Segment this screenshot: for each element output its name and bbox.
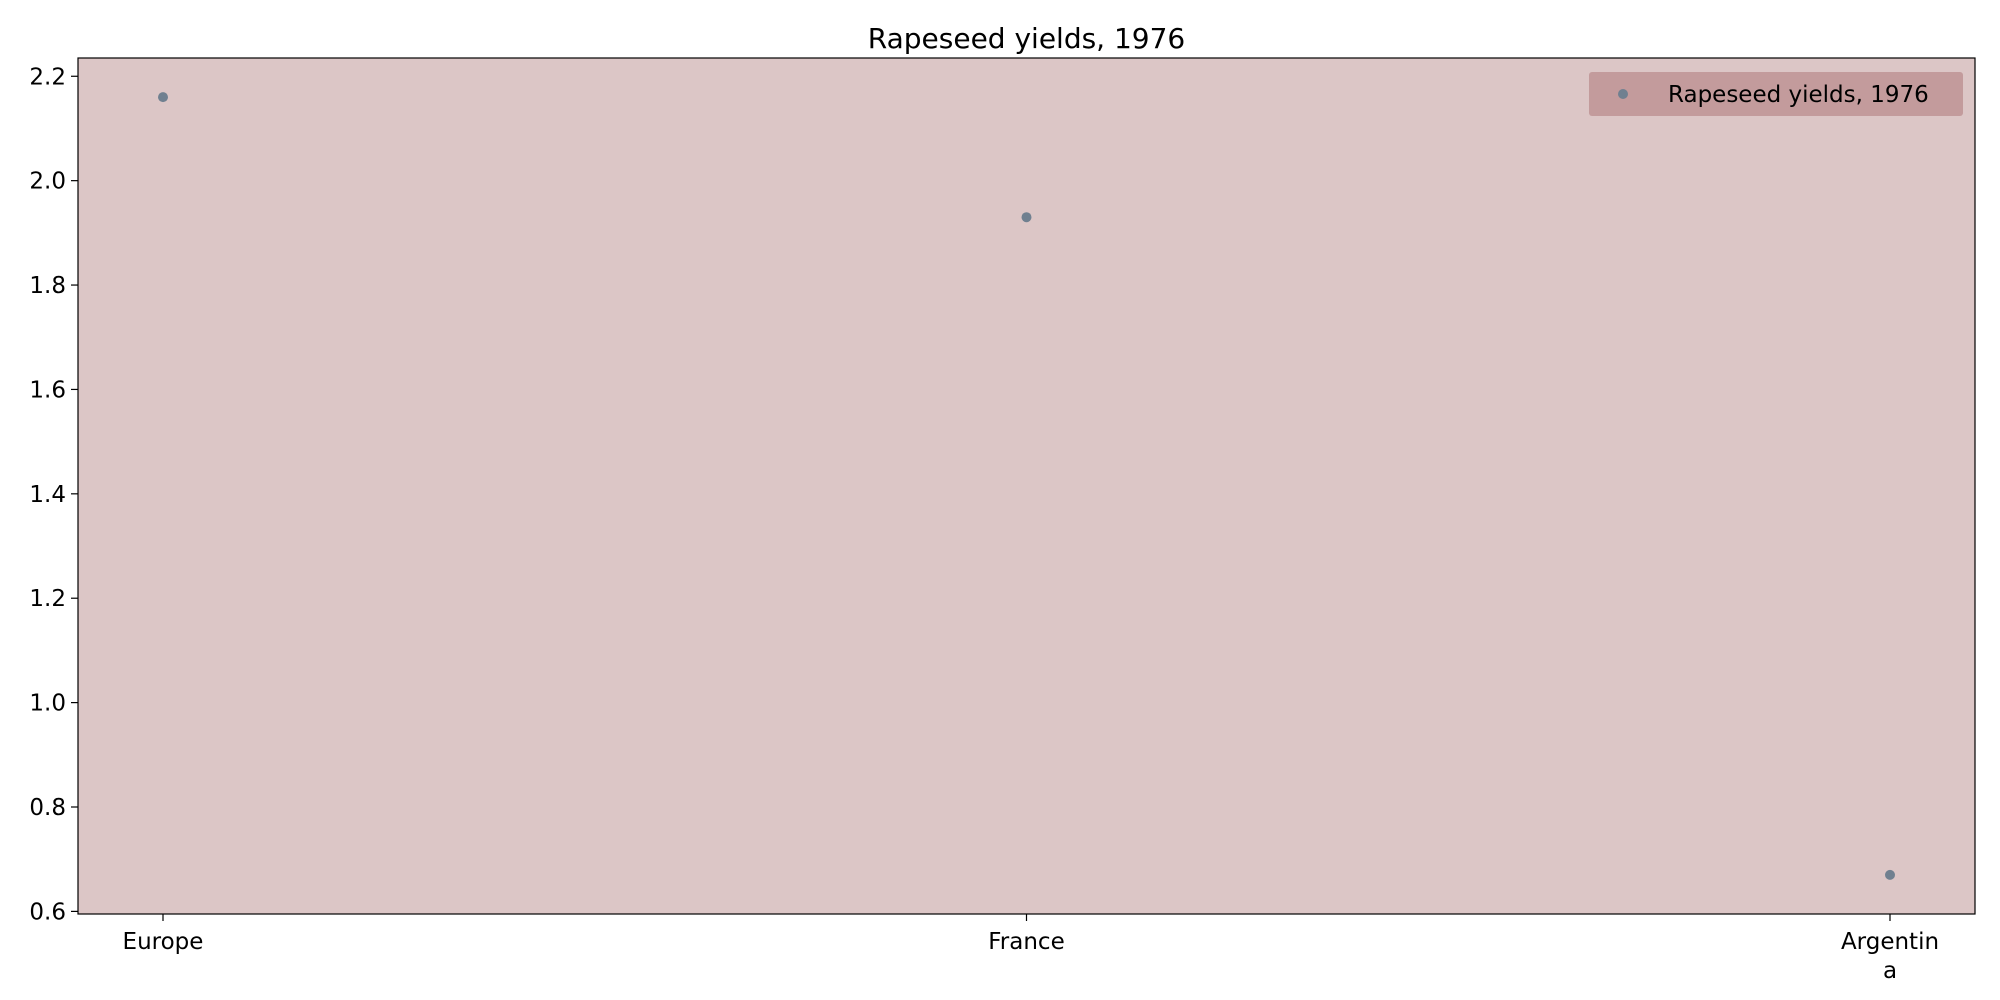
legend: Rapeseed yields, 1976 [1589,72,1963,116]
y-axis: 0.6 0.8 1.0 1.2 1.4 1.6 1.8 2.0 2.2 [29,64,78,925]
plot-frame [77,57,1976,915]
y-tick-label: 1.2 [29,586,66,612]
x-tick-label: Europe [123,929,204,955]
data-point [1885,869,1895,880]
legend-marker [1618,89,1628,99]
x-axis: Europe France Argentin a [123,914,1939,984]
data-points [158,92,1895,880]
x-tick-label: France [988,929,1064,955]
legend-label: Rapeseed yields, 1976 [1668,82,1929,108]
data-point [1021,212,1032,223]
y-tick-label: 1.0 [29,691,66,717]
y-tick-label: 0.6 [29,899,66,925]
y-tick-label: 0.8 [29,795,66,821]
legend-box [1589,72,1963,116]
y-tick-label: 1.6 [29,377,66,403]
data-point [158,92,168,103]
x-tick-label: Argentin a [1841,929,1939,984]
chart-title: Rapeseed yields, 1976 [868,22,1186,55]
y-tick-label: 2.0 [29,169,66,195]
y-tick-label: 1.8 [29,273,66,299]
y-tick-label: 2.2 [29,64,66,90]
plot-area [78,58,1975,914]
y-tick-label: 1.4 [29,482,66,508]
